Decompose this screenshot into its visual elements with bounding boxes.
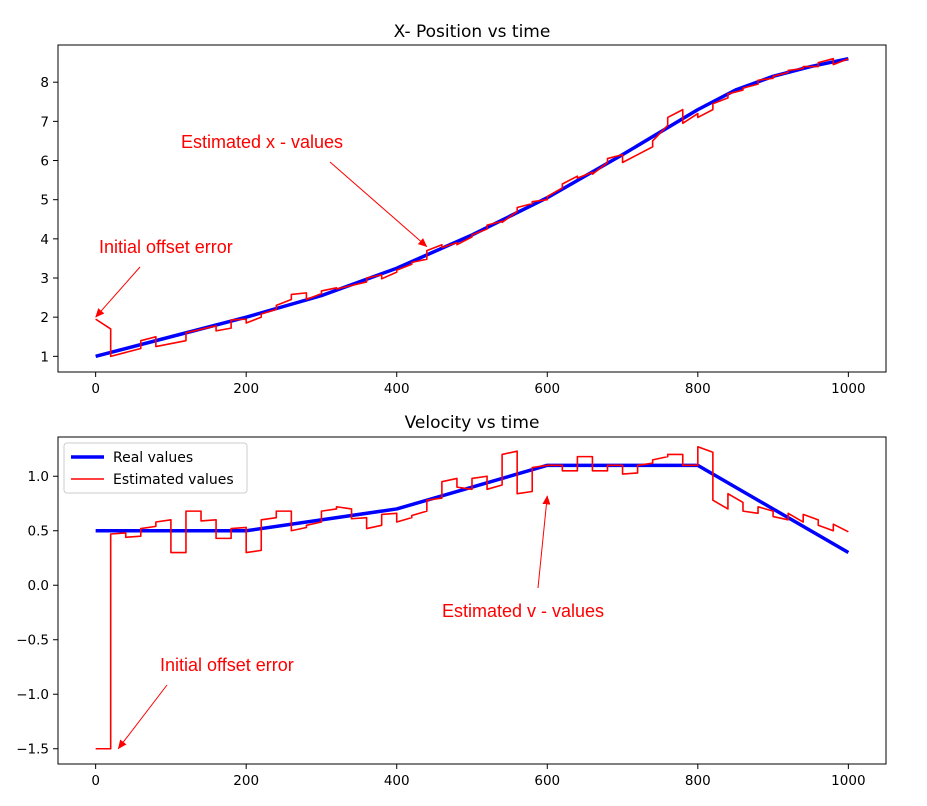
velocity-x-ticks: 0 200 400 600 800 1000 [91,764,866,789]
position-x-tick-label: 1000 [831,381,865,397]
position-annotation-text: Estimated x - values [181,132,343,152]
position-y-tick-label: 1 [40,349,49,365]
position-series [95,56,849,359]
velocity-annotation-text: Initial offset error [160,655,294,675]
position-plot-frame [57,44,887,373]
position-y-tick-label: 6 [40,154,49,170]
velocity-y-tick-label: 0.5 [28,524,49,540]
velocity-annotation-text: Estimated v - values [442,601,604,621]
legend-box [63,442,248,494]
position-x-tick-label: 800 [685,381,711,397]
position-y-tick-label: 5 [40,193,49,209]
legend-label: Estimated values [113,472,234,488]
velocity-x-tick-label: 1000 [831,773,865,789]
position-x-tick-label: 400 [384,381,410,397]
velocity-x-tick-label: 800 [685,773,711,789]
position-y-tick-label: 2 [40,310,49,326]
position-annotation-text: Initial offset error [99,237,233,257]
velocity-chart-title: Velocity vs time [405,413,540,433]
velocity-estimated-line [95,446,849,750]
position-y-tick-label: 8 [40,75,49,91]
velocity-y-ticks: 1.0 0.5 0.0 −0.5 −1.0 −1.5 [16,469,58,758]
velocity-annotation-arrow [537,495,551,589]
velocity-y-tick-label: −0.5 [16,633,49,649]
position-y-tick-label: 4 [40,232,49,248]
position-x-tick-label: 200 [233,381,259,397]
position-chart-title: X- Position vs time [394,22,551,42]
velocity-x-tick-label: 400 [384,773,410,789]
velocity-y-tick-label: −1.5 [16,742,49,758]
velocity-y-tick-label: 1.0 [28,469,49,485]
position-annotations: Estimated x - values Initial offset error [95,132,428,318]
velocity-x-tick-label: 600 [534,773,560,789]
velocity-annotation-arrow [117,684,168,750]
legend: Real values Estimated values [63,442,248,494]
position-y-ticks: 1 2 3 4 5 6 7 8 [40,75,58,365]
velocity-x-tick-label: 0 [91,773,100,789]
position-x-ticks: 0 200 400 600 800 1000 [91,372,866,397]
velocity-annotations: Estimated v - values Initial offset error [117,495,604,750]
position-x-tick-label: 0 [91,381,100,397]
position-x-tick-label: 600 [534,381,560,397]
velocity-series [95,446,850,750]
position-annotation-arrow [95,266,141,318]
velocity-y-tick-label: 0.0 [28,578,49,594]
position-y-tick-label: 3 [40,271,49,287]
position-y-tick-label: 7 [40,114,49,130]
velocity-y-tick-label: −1.0 [16,687,49,703]
position-annotation-arrow [329,161,428,248]
position-subplot: X- Position vs time 0 200 400 600 800 1000 1 2… [40,22,887,397]
velocity-x-tick-label: 200 [233,773,259,789]
velocity-subplot: Velocity vs time 0 200 400 600 800 1000 1.0 0.… [16,413,887,789]
position-estimated-line [95,57,849,358]
legend-label: Real values [113,450,193,466]
